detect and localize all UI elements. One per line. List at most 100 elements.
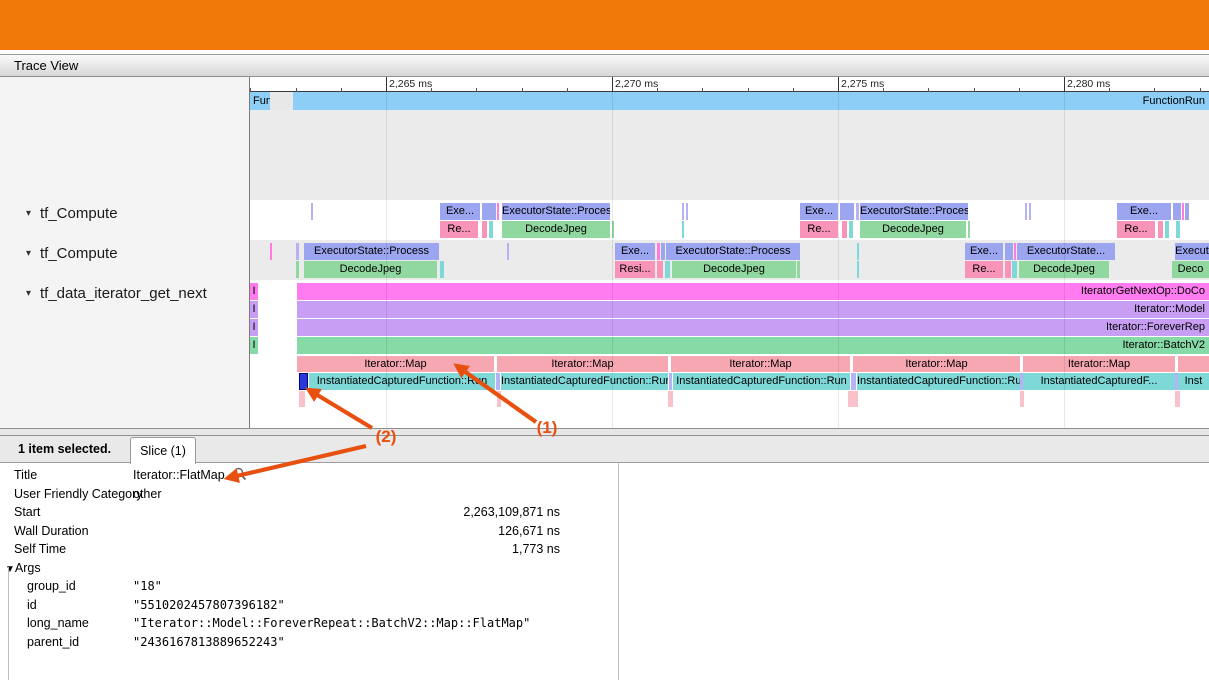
trace-slice[interactable]: Re... bbox=[800, 221, 838, 238]
trace-slice[interactable] bbox=[849, 221, 853, 238]
trace-slice[interactable] bbox=[1029, 203, 1031, 220]
trace-slice[interactable] bbox=[1185, 203, 1189, 220]
collapse-triangle-icon[interactable]: ▾ bbox=[26, 248, 40, 259]
args-expander[interactable]: ▼Args bbox=[5, 559, 41, 579]
trace-slice[interactable] bbox=[1165, 221, 1169, 238]
trace-slice[interactable]: ExecutorState::Process bbox=[666, 243, 800, 260]
trace-slice[interactable] bbox=[857, 243, 859, 260]
trace-slice[interactable]: Re... bbox=[965, 261, 1003, 278]
trace-slice[interactable] bbox=[856, 203, 859, 220]
trace-slice[interactable] bbox=[1173, 203, 1181, 220]
trace-slice[interactable] bbox=[299, 391, 305, 407]
trace-slice[interactable] bbox=[497, 203, 499, 220]
trace-slice[interactable] bbox=[1005, 243, 1013, 260]
trace-slice[interactable] bbox=[657, 243, 660, 260]
trace-slice[interactable] bbox=[1014, 243, 1016, 260]
trace-slice[interactable] bbox=[665, 261, 670, 278]
trace-slice[interactable]: I bbox=[250, 337, 258, 354]
trace-slice[interactable]: InstantiatedCapturedF... bbox=[1023, 373, 1175, 390]
trace-slice[interactable] bbox=[851, 373, 856, 390]
trace-slice[interactable]: Iterator::Map bbox=[671, 356, 850, 372]
trace-slice[interactable]: I bbox=[250, 301, 258, 318]
trace-slice[interactable]: Exe... bbox=[965, 243, 1003, 260]
trace-slice[interactable] bbox=[842, 221, 847, 238]
trace-slice[interactable] bbox=[848, 391, 858, 407]
trace-slice[interactable] bbox=[1020, 391, 1024, 407]
trace-slice[interactable]: Iterator::Map bbox=[497, 356, 668, 372]
trace-slice[interactable] bbox=[682, 221, 684, 238]
sidebar-item-tf_Compute[interactable]: ▾tf_Compute bbox=[0, 243, 249, 263]
trace-slice[interactable]: InstantiatedCapturedFunction::Run bbox=[501, 373, 668, 390]
tab-slice[interactable]: Slice (1) bbox=[130, 437, 196, 464]
trace-slice[interactable] bbox=[657, 261, 663, 278]
trace-slice[interactable] bbox=[311, 203, 313, 220]
trace-slice[interactable]: ExecutorState::Process bbox=[860, 203, 968, 220]
trace-slice[interactable]: ExecutorState::Process bbox=[304, 243, 439, 260]
trace-slice[interactable] bbox=[270, 243, 272, 260]
trace-slice[interactable] bbox=[668, 391, 673, 407]
trace-slice[interactable]: InstantiatedCapturedFunction::Run bbox=[673, 373, 850, 390]
trace-slice[interactable]: DecodeJpeg bbox=[860, 221, 966, 238]
trace-slice[interactable]: Exe... bbox=[615, 243, 655, 260]
trace-slice[interactable]: DecodeJpeg bbox=[672, 261, 796, 278]
trace-slice[interactable]: I bbox=[250, 283, 258, 300]
trace-slice[interactable] bbox=[1175, 391, 1180, 407]
trace-slice[interactable]: I bbox=[250, 319, 258, 336]
trace-slice[interactable] bbox=[857, 261, 859, 278]
trace-slice[interactable]: Fun bbox=[250, 92, 270, 110]
trace-slice[interactable] bbox=[1025, 203, 1027, 220]
trace-slice[interactable] bbox=[482, 221, 487, 238]
trace-slice[interactable] bbox=[661, 243, 665, 260]
trace-slice[interactable]: Re... bbox=[440, 221, 478, 238]
trace-slice-selected[interactable] bbox=[299, 373, 308, 390]
trace-slice[interactable] bbox=[682, 203, 684, 220]
trace-slice[interactable]: InstantiatedCapturedFunction::Run bbox=[309, 373, 495, 390]
trace-slice[interactable]: Exe... bbox=[800, 203, 838, 220]
trace-slice[interactable]: Iterator::ForeverRep bbox=[297, 319, 1209, 336]
panel-splitter[interactable] bbox=[0, 428, 1209, 436]
trace-slice[interactable] bbox=[497, 391, 501, 407]
trace-slice[interactable] bbox=[1158, 221, 1163, 238]
trace-slice[interactable] bbox=[669, 373, 672, 390]
trace-slice[interactable] bbox=[686, 203, 688, 220]
trace-slice[interactable] bbox=[1005, 261, 1011, 278]
trace-slice[interactable]: InstantiatedCapturedFunction::Run bbox=[857, 373, 1020, 390]
trace-slice[interactable]: Exe... bbox=[1117, 203, 1171, 220]
trace-slice[interactable] bbox=[797, 261, 800, 278]
trace-slice[interactable]: Iterator::BatchV2 bbox=[297, 337, 1209, 354]
trace-slice[interactable]: Iterator::Map bbox=[853, 356, 1020, 372]
trace-slice[interactable] bbox=[496, 373, 500, 390]
trace-slice[interactable]: Deco bbox=[1172, 261, 1209, 278]
expander-triangle-icon[interactable]: ▼ bbox=[5, 564, 15, 575]
trace-slice[interactable] bbox=[1182, 203, 1184, 220]
magnifier-icon[interactable] bbox=[233, 467, 247, 481]
trace-slice[interactable]: Iterator::Model bbox=[297, 301, 1209, 318]
trace-slice[interactable]: Re... bbox=[1117, 221, 1155, 238]
trace-slice[interactable]: ExecutorState... bbox=[1017, 243, 1115, 260]
trace-slice[interactable] bbox=[482, 203, 496, 220]
trace-slice[interactable]: Iterator::Map bbox=[1023, 356, 1175, 372]
trace-slice[interactable]: ExecutorState::Process bbox=[502, 203, 610, 220]
trace-slice[interactable] bbox=[296, 261, 299, 278]
trace-slice[interactable] bbox=[1012, 261, 1017, 278]
trace-slice[interactable] bbox=[840, 203, 854, 220]
collapse-triangle-icon[interactable]: ▾ bbox=[26, 208, 40, 219]
trace-slice[interactable] bbox=[270, 92, 293, 110]
trace-slice[interactable]: Exe... bbox=[440, 203, 480, 220]
trace-slice[interactable] bbox=[968, 221, 970, 238]
trace-slice[interactable]: Iterator::Map bbox=[297, 356, 494, 372]
trace-slice[interactable]: FunctionRun bbox=[293, 92, 1209, 110]
trace-slice[interactable]: Resi... bbox=[615, 261, 655, 278]
trace-slice[interactable]: Inst bbox=[1178, 373, 1209, 390]
trace-slice[interactable]: DecodeJpeg bbox=[502, 221, 610, 238]
sidebar-item-tf_data_iterator_get_next[interactable]: ▾tf_data_iterator_get_next bbox=[0, 283, 249, 303]
trace-slice[interactable] bbox=[489, 221, 493, 238]
trace-slice[interactable] bbox=[1176, 221, 1180, 238]
trace-slice[interactable] bbox=[1178, 356, 1209, 372]
trace-slice[interactable] bbox=[440, 261, 444, 278]
trace-slice[interactable]: IteratorGetNextOp::DoCo bbox=[297, 283, 1209, 300]
sidebar-item-tf_Compute[interactable]: ▾tf_Compute bbox=[0, 203, 249, 223]
trace-slice[interactable] bbox=[507, 243, 509, 260]
trace-slice[interactable]: DecodeJpeg bbox=[304, 261, 437, 278]
trace-slice[interactable] bbox=[296, 243, 299, 260]
